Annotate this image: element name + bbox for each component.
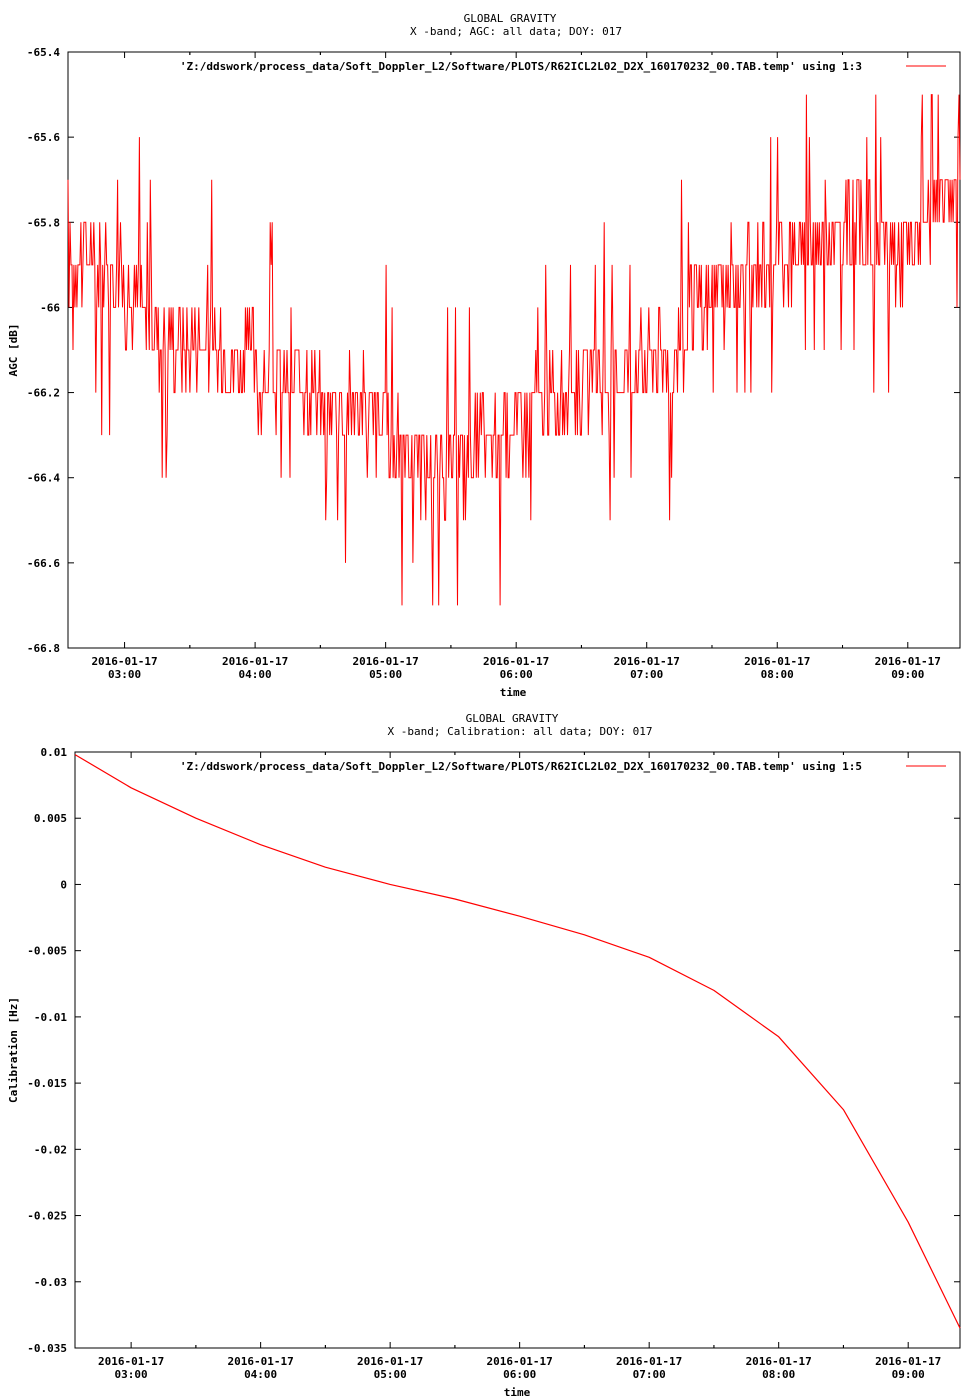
agc-x-ticks: 2016-01-1703:002016-01-1704:002016-01-17… <box>91 52 941 681</box>
agc-x-tick-time: 08:00 <box>761 668 794 681</box>
agc-y-axis-label: AGC [dB] <box>7 324 20 377</box>
agc-x-tick-date: 2016-01-17 <box>222 655 288 668</box>
calibration-y-tick-label: 0.005 <box>34 812 67 825</box>
agc-x-tick-time: 07:00 <box>630 668 663 681</box>
calibration-y-tick-label: -0.025 <box>27 1210 67 1223</box>
calibration-x-tick-date: 2016-01-17 <box>616 1355 682 1368</box>
agc-x-tick-time: 03:00 <box>108 668 141 681</box>
agc-y-tick-label: -66.2 <box>27 387 60 400</box>
agc-x-axis-label: time <box>500 686 527 699</box>
agc-y-tick-label: -66.8 <box>27 642 60 655</box>
calibration-x-tick-time: 05:00 <box>374 1368 407 1381</box>
agc-x-tick-time: 09:00 <box>891 668 924 681</box>
calibration-x-tick-time: 03:00 <box>115 1368 148 1381</box>
calibration-y-tick-label: -0.015 <box>27 1077 67 1090</box>
agc-legend-label: 'Z:/ddswork/process_data/Soft_Doppler_L2… <box>180 60 862 73</box>
agc-y-tick-label: -66.6 <box>27 557 60 570</box>
calibration-series <box>74 754 961 1329</box>
agc-y-tick-label: -65.8 <box>27 216 60 229</box>
agc-x-tick-date: 2016-01-17 <box>353 655 419 668</box>
agc-x-tick-time: 05:00 <box>369 668 402 681</box>
calibration-y-tick-label: -0.005 <box>27 945 67 958</box>
calibration-y-axis-label: Calibration [Hz] <box>7 997 20 1103</box>
agc-series-line <box>67 94 961 606</box>
calibration-x-tick-time: 09:00 <box>892 1368 925 1381</box>
agc-chart-title: GLOBAL GRAVITY <box>464 12 557 25</box>
agc-y-tick-label: -65.4 <box>27 46 60 59</box>
calibration-x-tick-time: 08:00 <box>762 1368 795 1381</box>
calibration-chart: GLOBAL GRAVITY X -band; Calibration: all… <box>7 712 961 1399</box>
agc-series <box>67 94 961 606</box>
agc-x-tick-time: 06:00 <box>500 668 533 681</box>
calibration-y-tick-label: -0.03 <box>34 1276 67 1289</box>
calibration-x-ticks: 2016-01-1703:002016-01-1704:002016-01-17… <box>98 752 941 1381</box>
calibration-y-tick-label: 0.01 <box>41 746 68 759</box>
agc-chart: GLOBAL GRAVITY X -band; AGC: all data; D… <box>7 12 961 699</box>
agc-x-tick-date: 2016-01-17 <box>483 655 549 668</box>
calibration-y-tick-label: -0.02 <box>34 1143 67 1156</box>
agc-plot-border <box>67 51 961 649</box>
calibration-x-tick-date: 2016-01-17 <box>746 1355 812 1368</box>
agc-x-tick-time: 04:00 <box>239 668 272 681</box>
calibration-y-tick-label: -0.035 <box>27 1342 67 1355</box>
agc-x-tick-date: 2016-01-17 <box>91 655 157 668</box>
calibration-x-tick-time: 06:00 <box>503 1368 536 1381</box>
calibration-y-tick-label: -0.01 <box>34 1011 67 1024</box>
calibration-plot-border <box>74 751 961 1349</box>
agc-chart-subtitle: X -band; AGC: all data; DOY: 017 <box>410 25 622 38</box>
agc-y-tick-label: -65.6 <box>27 131 60 144</box>
agc-x-tick-date: 2016-01-17 <box>614 655 680 668</box>
calibration-x-tick-time: 07:00 <box>633 1368 666 1381</box>
calibration-x-axis-label: time <box>504 1386 531 1399</box>
calibration-x-tick-date: 2016-01-17 <box>98 1355 164 1368</box>
calibration-series-line <box>74 754 961 1329</box>
calibration-y-tick-label: 0 <box>60 878 67 891</box>
agc-y-tick-label: -66 <box>40 301 60 314</box>
calibration-x-tick-date: 2016-01-17 <box>487 1355 553 1368</box>
calibration-y-ticks: 0.01 0.005 0 -0.005 -0.01 -0.015 -0.02 -0.025 -0… <box>27 746 960 1355</box>
calibration-x-tick-time: 04:00 <box>244 1368 277 1381</box>
calibration-chart-title: GLOBAL GRAVITY <box>466 712 559 725</box>
calibration-legend-label: 'Z:/ddswork/process_data/Soft_Doppler_L2… <box>180 760 862 773</box>
calibration-x-tick-date: 2016-01-17 <box>875 1355 941 1368</box>
calibration-chart-subtitle: X -band; Calibration: all data; DOY: 017 <box>388 725 653 738</box>
calibration-x-tick-date: 2016-01-17 <box>357 1355 423 1368</box>
agc-x-tick-date: 2016-01-17 <box>744 655 810 668</box>
agc-y-ticks: -65.4 -65.6 -65.8 -66 -66.2 -66.4 -66.6 -66.8 <box>27 46 960 655</box>
agc-x-tick-date: 2016-01-17 <box>875 655 941 668</box>
agc-y-tick-label: -66.4 <box>27 472 60 485</box>
calibration-x-tick-date: 2016-01-17 <box>228 1355 294 1368</box>
